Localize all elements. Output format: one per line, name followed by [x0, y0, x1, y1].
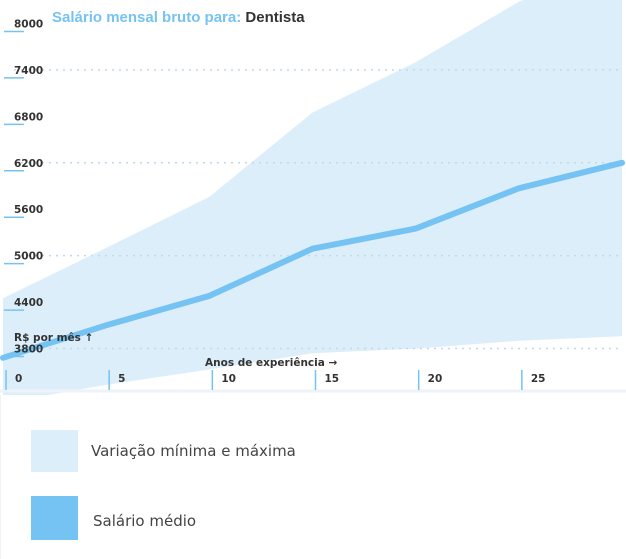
legend-swatch-average	[31, 496, 78, 540]
chart-legend: Variação mínima e máxima Salário médio	[0, 395, 626, 559]
y-tick-label-7400: 7400	[14, 65, 43, 77]
y-axis-label: R$ por mês ↑	[14, 332, 93, 344]
x-tick-label-10: 10	[221, 373, 236, 385]
y-tick-label-3800: 3800	[14, 344, 43, 356]
y-tick-label-4400: 4400	[14, 297, 43, 309]
x-tick-label-25: 25	[531, 373, 546, 385]
average-salary-line	[0, 159, 625, 361]
range-band	[3, 0, 622, 395]
chart-title: Salário mensal bruto para: Dentista	[52, 9, 305, 26]
y-tick-label-6200: 6200	[14, 158, 43, 170]
x-tick-label-5: 5	[118, 373, 125, 385]
y-tick-label-5600: 5600	[14, 204, 43, 216]
x-tick-label-15: 15	[325, 373, 340, 385]
chart-title-job: Dentista	[245, 9, 305, 26]
chart-title-prefix: Salário mensal bruto para:	[52, 9, 242, 26]
legend-label-range: Variação mínima e máxima	[91, 442, 296, 460]
legend-swatch-range	[31, 430, 78, 472]
x-axis-label: Anos de experiência →	[205, 357, 337, 369]
legend-label-average: Salário médio	[93, 512, 197, 530]
x-tick-label-20: 20	[428, 373, 443, 385]
y-tick-label-5000: 5000	[14, 251, 43, 263]
y-tick-label-6800: 6800	[14, 111, 43, 123]
y-tick-label-8000: 8000	[14, 18, 43, 30]
salary-chart: 3800 4400 5000 5600 6200 6800 7400 8000 R$ por m…	[0, 0, 626, 395]
x-tick-label-0: 0	[15, 373, 22, 385]
